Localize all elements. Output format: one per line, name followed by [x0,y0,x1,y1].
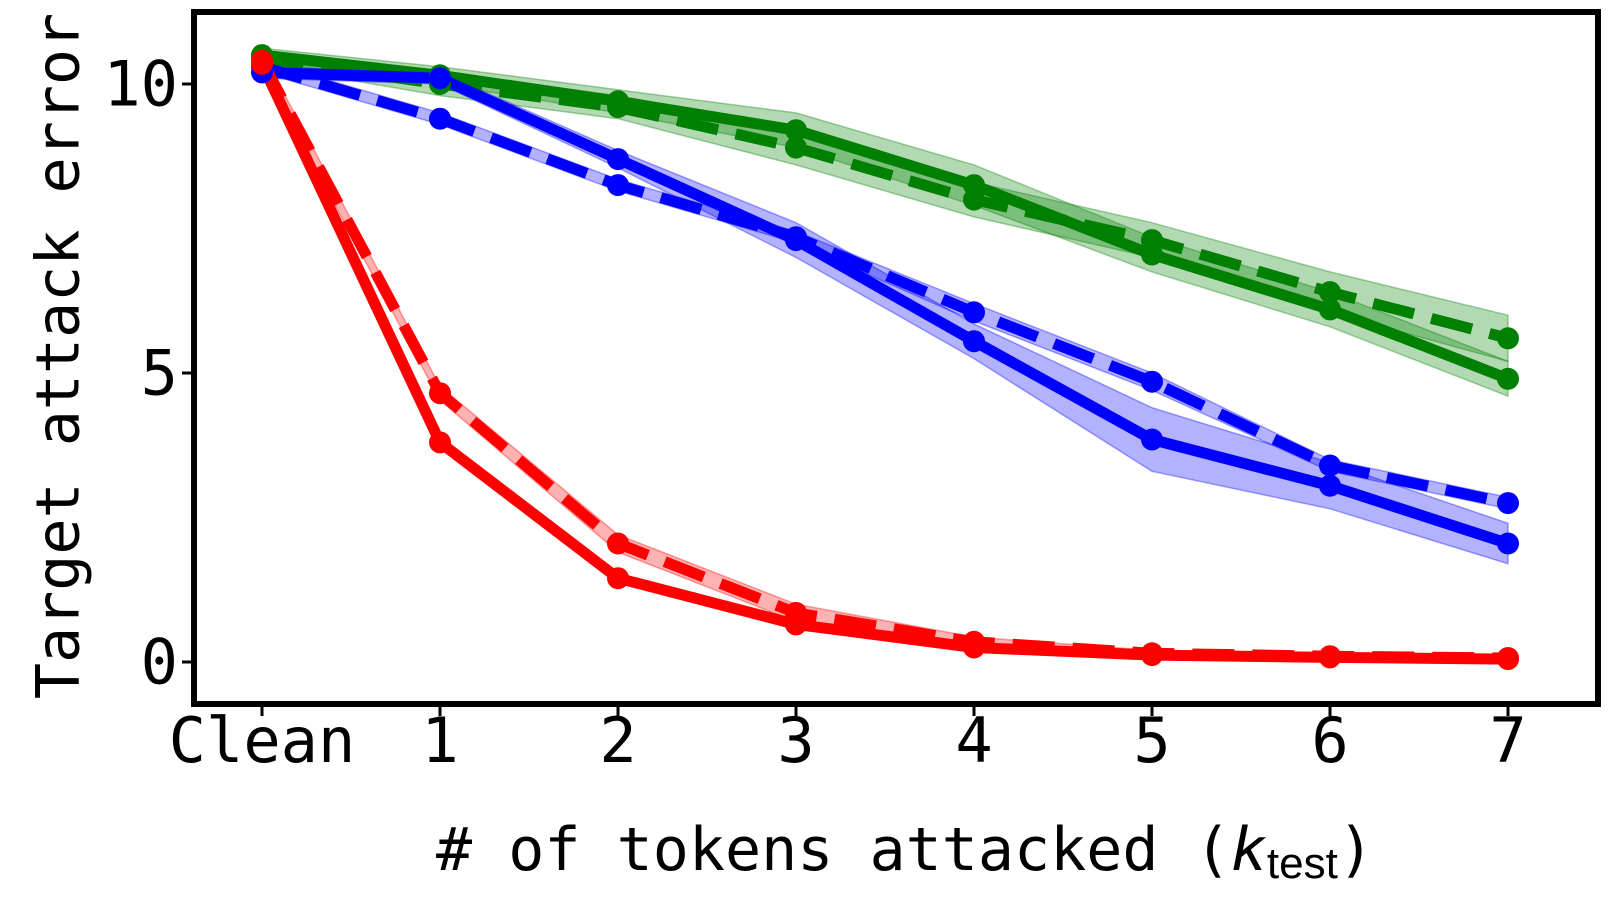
point-red-dashed-7 [1497,647,1519,669]
series-lines [257,49,1510,665]
point-green-solid-7 [1497,367,1519,390]
y-axis: 0 5 10 [103,48,194,699]
y-tick-label-5: 5 [141,337,178,410]
x-tick-label-5: 5 [1133,704,1170,777]
point-green-solid-6 [1319,298,1341,321]
point-red-solid-1 [429,431,451,454]
x-tick-label-clean: Clean [169,704,356,777]
point-green-dashed-5 [1141,229,1163,252]
point-green-dashed-7 [1497,327,1519,350]
point-green-dashed-2 [607,96,629,119]
x-axis-label-var: k [1231,815,1267,885]
x-tick-label-1: 1 [421,704,458,777]
point-green-solid-3 [785,119,807,142]
x-axis-label: # of tokens attacked (ktest) [436,815,1374,888]
x-tick-label-6: 6 [1311,704,1348,777]
plot-frame [191,9,1601,707]
line-blue-solid [261,66,1510,549]
line-blue-dashed [260,61,1510,509]
point-blue-solid-5 [1141,428,1163,451]
point-blue-dashed-3 [785,226,807,249]
point-red-dashed-0 [251,49,273,72]
point-red-dashed-6 [1319,645,1341,668]
band-blue-solid [261,65,1509,565]
point-blue-dashed-1 [429,107,451,130]
y-tick-label-10: 10 [103,48,178,121]
point-blue-dashed-2 [607,174,629,197]
x-tick-label-3: 3 [777,704,814,777]
line-green-solid [261,49,1510,384]
x-axis-label-close: ) [1338,815,1374,885]
point-blue-solid-1 [429,67,451,90]
point-blue-solid-2 [607,148,629,171]
point-green-dashed-4 [963,188,985,211]
x-tick-label-2: 2 [599,704,636,777]
point-blue-solid-6 [1319,474,1341,497]
point-blue-dashed-5 [1141,370,1163,393]
point-blue-solid-7 [1497,532,1519,555]
point-red-solid-2 [607,567,629,590]
x-axis-label-sub: test [1267,839,1338,888]
y-axis-label: Target attack error [24,13,94,699]
point-green-dashed-6 [1319,281,1341,304]
y-tick-label-0: 0 [141,626,178,699]
point-blue-solid-4 [963,330,985,353]
point-red-dashed-2 [607,532,629,555]
point-red-dashed-1 [429,382,451,405]
point-red-dashed-5 [1141,642,1163,665]
series-markers [251,44,1519,671]
x-axis-label-text: # of tokens attacked ( [436,815,1231,885]
x-tick-label-4: 4 [955,704,992,777]
line-red-solid [257,61,1509,665]
point-green-dashed-3 [785,136,807,159]
point-red-dashed-3 [785,601,807,624]
point-blue-dashed-7 [1497,492,1519,515]
point-blue-dashed-4 [963,301,985,324]
point-red-dashed-4 [963,630,985,653]
confidence-bands [261,47,1509,662]
band-green-solid [261,47,1509,398]
point-blue-dashed-6 [1319,454,1341,477]
x-tick-label-7: 7 [1489,704,1526,777]
x-axis: Clean 1 2 3 4 5 6 7 [169,704,1527,777]
